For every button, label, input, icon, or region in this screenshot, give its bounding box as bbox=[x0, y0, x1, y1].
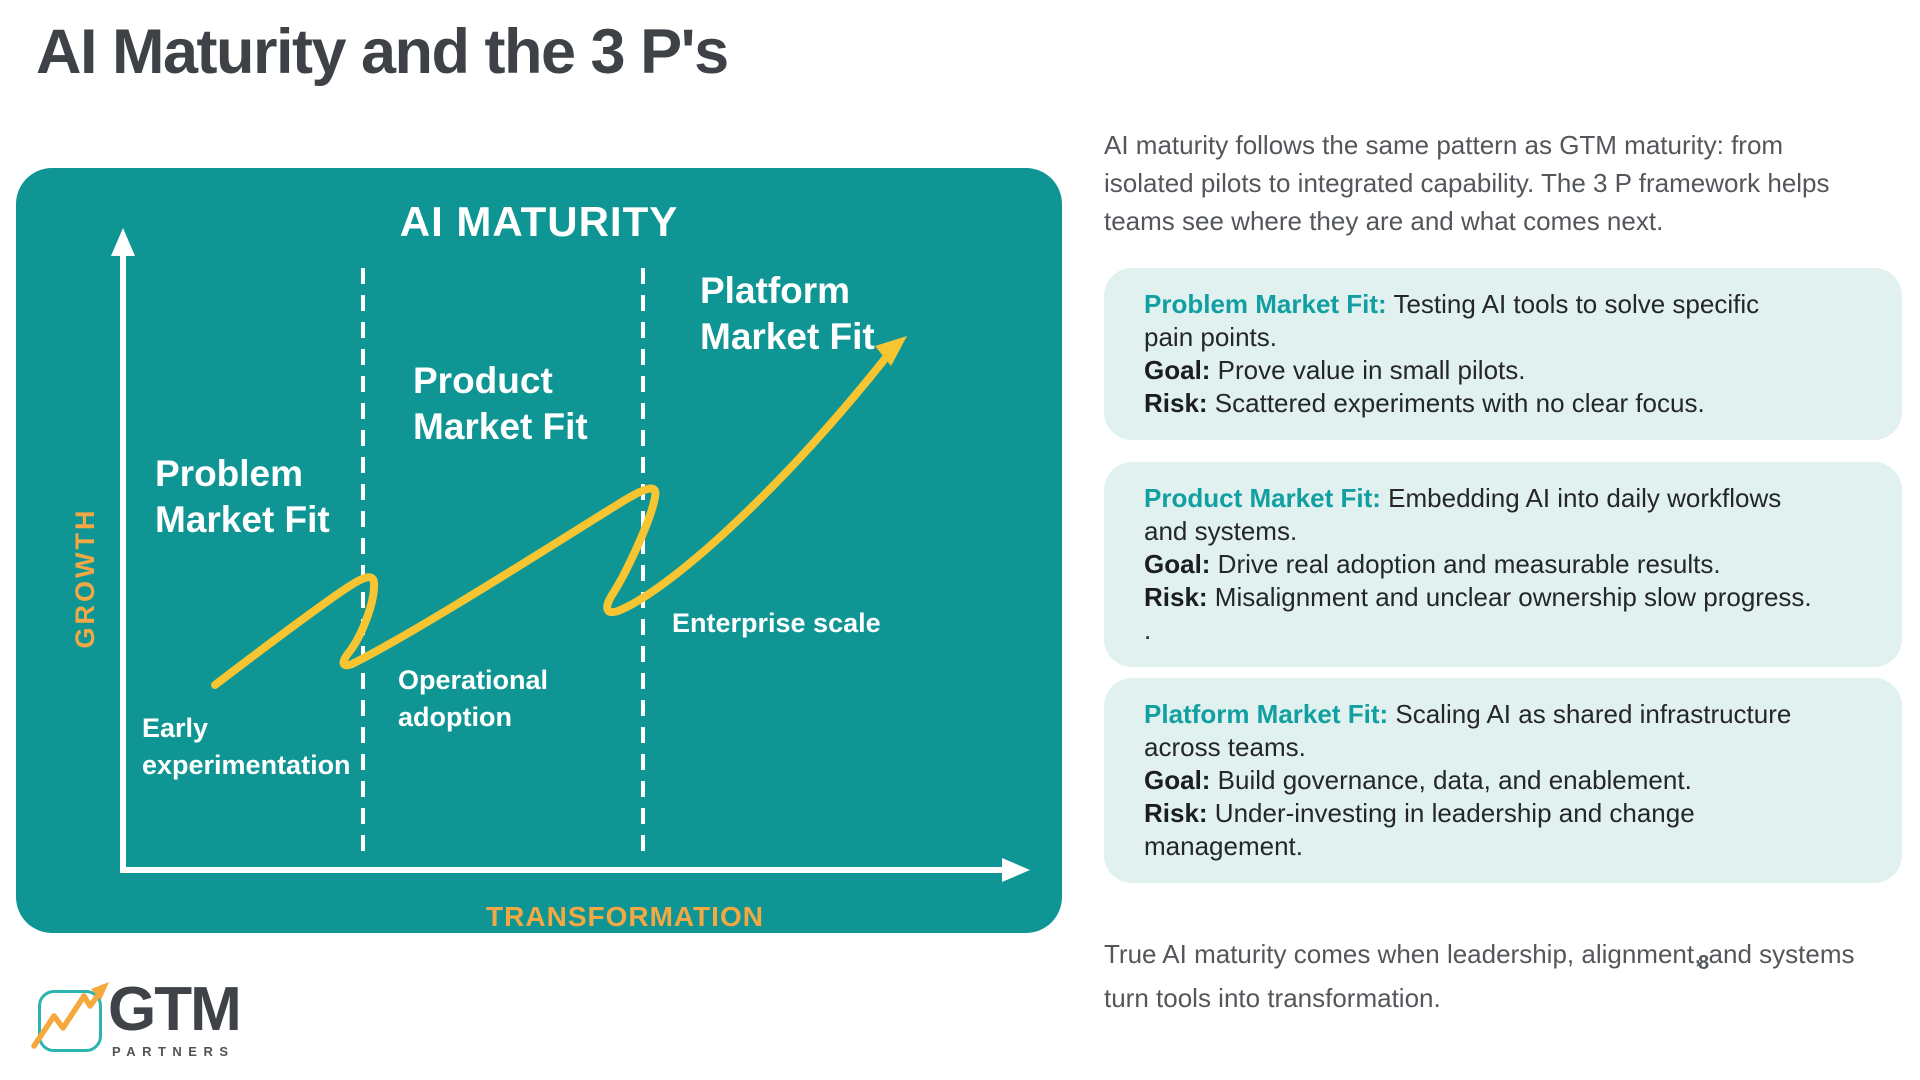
risk-label: Risk: bbox=[1144, 798, 1208, 828]
logo-growth-arrow-icon bbox=[31, 982, 109, 1049]
card-header: Problem Market Fit: bbox=[1144, 289, 1387, 319]
milestone-early-experimentation: Early experimentation bbox=[142, 713, 351, 780]
card-line: Product Market Fit: Embedding AI into da… bbox=[1144, 483, 1782, 513]
milestone-operational-adoption: Operational adoption bbox=[398, 665, 549, 732]
chart-title: AI MATURITY bbox=[399, 198, 679, 245]
stage-label-problem: Problem Market Fit bbox=[155, 453, 330, 540]
info-card-product-market-fit: Product Market Fit: Embedding AI into da… bbox=[1104, 462, 1902, 667]
risk-label: Risk: bbox=[1144, 388, 1208, 418]
card-line: Goal: Drive real adoption and measurable… bbox=[1144, 549, 1721, 579]
card-line: Risk: Under-investing in leadership and … bbox=[1144, 798, 1695, 828]
intro-paragraph: AI maturity follows the same pattern as … bbox=[1104, 130, 1830, 236]
x-axis-arrowhead-icon bbox=[1002, 858, 1030, 882]
stage-label-platform: Platform Market Fit bbox=[700, 270, 875, 357]
card-line: across teams. bbox=[1144, 732, 1306, 762]
maturity-chart-panel: AI MATURITY Problem Market Fit Product M… bbox=[16, 168, 1062, 933]
card-header: Platform Market Fit: bbox=[1144, 699, 1389, 729]
goal-label: Goal: bbox=[1144, 355, 1211, 385]
card-line: Platform Market Fit: Scaling AI as share… bbox=[1144, 699, 1792, 729]
closing-paragraph: True AI maturity comes when leadership, … bbox=[1104, 939, 1855, 1013]
maturity-curve-arrowhead-icon bbox=[875, 336, 907, 366]
card-line: . bbox=[1144, 615, 1152, 645]
milestone-enterprise-scale: Enterprise scale bbox=[672, 608, 881, 638]
info-card-platform-market-fit: Platform Market Fit: Scaling AI as share… bbox=[1104, 678, 1902, 883]
x-axis-label: TRANSFORMATION bbox=[486, 901, 764, 932]
card-line: and systems. bbox=[1144, 516, 1298, 546]
card-line: management. bbox=[1144, 831, 1303, 861]
page-title: AI Maturity and the 3 P's bbox=[36, 17, 729, 87]
card-line: Goal: Prove value in small pilots. bbox=[1144, 355, 1526, 385]
goal-label: Goal: bbox=[1144, 549, 1211, 579]
card-header: Product Market Fit: bbox=[1144, 483, 1381, 513]
y-axis-arrowhead-icon bbox=[111, 228, 135, 256]
card-line: Goal: Build governance, data, and enable… bbox=[1144, 765, 1692, 795]
chart-canvas bbox=[111, 228, 1030, 882]
page-number: 8 bbox=[1698, 952, 1710, 974]
maturity-curve bbox=[211, 351, 892, 689]
card-line: pain points. bbox=[1144, 322, 1277, 352]
logo-brand-text: GTM bbox=[108, 975, 242, 1044]
goal-label: Goal: bbox=[1144, 765, 1211, 795]
brand-logo: GTM PARTNERS bbox=[30, 975, 290, 1074]
info-card-problem-market-fit: Problem Market Fit: Testing AI tools to … bbox=[1104, 268, 1902, 440]
card-line: Risk: Misalignment and unclear ownership… bbox=[1144, 582, 1812, 612]
stage-label-product: Product Market Fit bbox=[413, 360, 588, 447]
card-line: Risk: Scattered experiments with no clea… bbox=[1144, 388, 1705, 418]
risk-label: Risk: bbox=[1144, 582, 1208, 612]
y-axis-label: GROWTH bbox=[70, 507, 100, 649]
logo-subtext: PARTNERS bbox=[112, 1044, 235, 1059]
logo-square-icon bbox=[38, 990, 102, 1052]
card-line: Problem Market Fit: Testing AI tools to … bbox=[1144, 289, 1760, 319]
